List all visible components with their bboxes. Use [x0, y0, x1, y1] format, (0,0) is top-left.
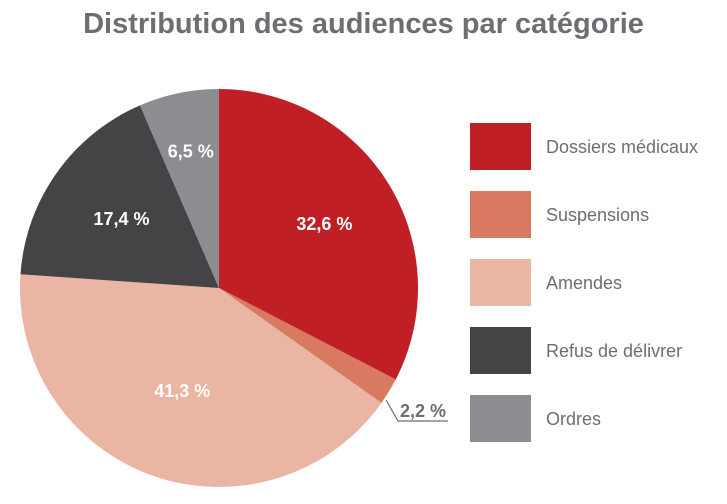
legend-label: Amendes	[546, 273, 622, 293]
legend-swatch	[470, 395, 531, 442]
legend-label: Ordres	[546, 409, 601, 429]
legend-label: Dossiers médicaux	[546, 137, 698, 157]
legend-swatch	[470, 191, 531, 238]
legend-swatch	[470, 123, 531, 170]
slice-label: 41,3 %	[154, 381, 210, 401]
leader-line	[385, 399, 448, 422]
pie-slice	[19, 274, 382, 487]
slice-label: 32,6 %	[296, 214, 352, 234]
pie-slice	[219, 288, 396, 403]
pie-slice	[219, 89, 418, 380]
legend-swatch	[470, 259, 531, 306]
legend-label: Refus de délivrer	[546, 341, 682, 361]
legend-label: Suspensions	[546, 205, 649, 225]
chart-title: Distribution des audiences par catégorie	[83, 8, 644, 40]
slice-label: 2,2 %	[400, 401, 446, 421]
slice-label: 6,5 %	[168, 142, 214, 162]
pie-slice	[20, 105, 219, 289]
legend-swatch	[470, 327, 531, 374]
slice-label: 17,4 %	[94, 209, 150, 229]
pie-slice	[139, 89, 219, 288]
